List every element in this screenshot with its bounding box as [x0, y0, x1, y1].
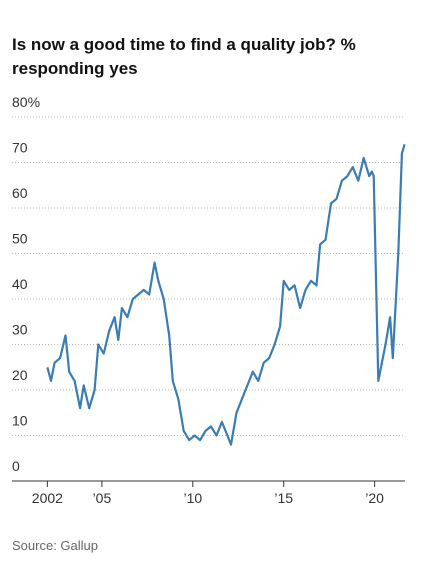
y-tick-label: 40: [12, 276, 28, 292]
y-tick-label: 70: [12, 140, 28, 156]
y-tick-label: 80%: [12, 94, 40, 110]
x-tick-label: ’20: [365, 490, 384, 506]
y-tick-label: 10: [12, 413, 28, 429]
y-tick-label: 50: [12, 231, 28, 247]
x-tick-label: 2002: [32, 490, 63, 506]
x-tick-label: ’05: [93, 490, 112, 506]
y-tick-label: 0: [12, 458, 20, 474]
y-tick-label: 30: [12, 322, 28, 338]
x-tick-label: ’10: [183, 490, 202, 506]
source-note: Source: Gallup: [12, 538, 98, 553]
data-line: [46, 143, 406, 446]
y-tick-label: 20: [12, 367, 28, 383]
chart-title: responding yes: [12, 59, 138, 78]
y-tick-label: 60: [12, 185, 28, 201]
x-tick-label: ’15: [274, 490, 293, 506]
chart-title: Is now a good time to find a quality job…: [12, 35, 356, 54]
